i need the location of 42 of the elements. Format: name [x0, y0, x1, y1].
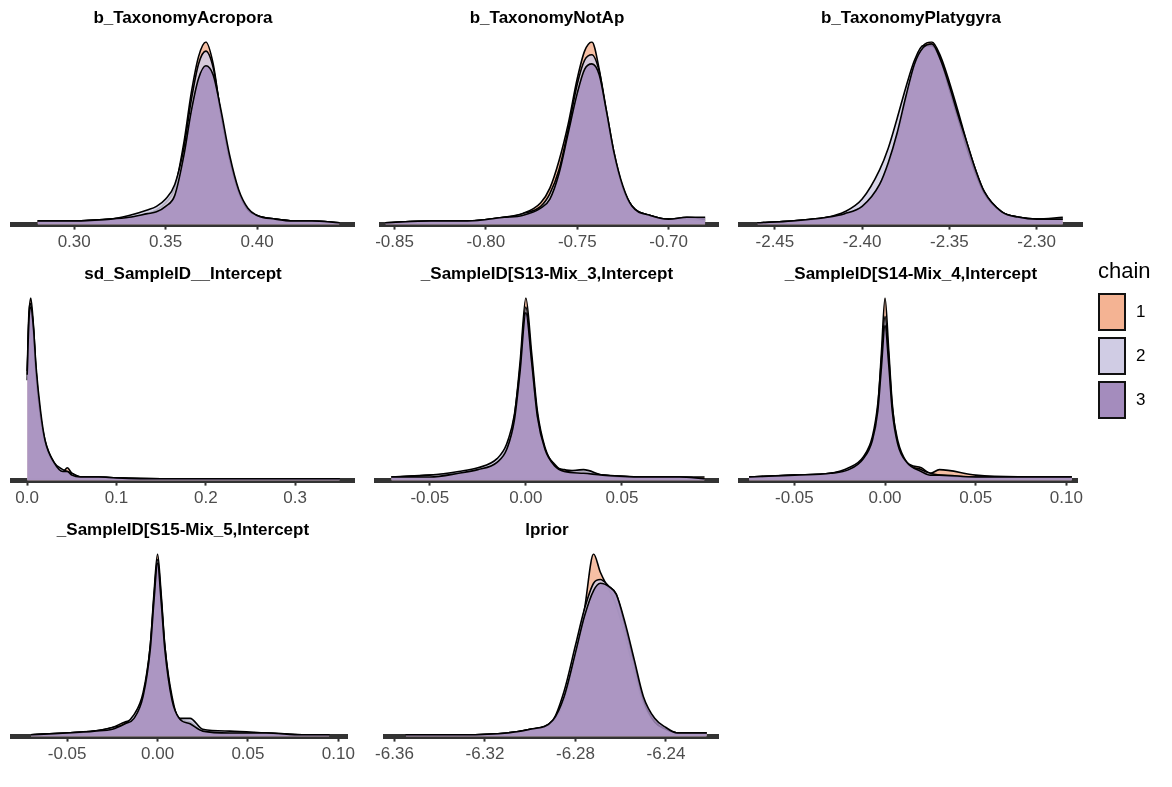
x-tick-label: -0.05 — [47, 744, 87, 764]
x-tick-label: 0.00 — [868, 488, 902, 508]
x-tick-label: 0.05 — [605, 488, 639, 508]
chart-title: _SampleID[S13-Mix_3,Intercept — [420, 264, 674, 285]
legend-label: 3 — [1136, 390, 1146, 410]
x-tick-label: -6.32 — [465, 744, 505, 764]
chart-title: b_TaxonomyAcropora — [93, 8, 273, 29]
x-tick-label: -0.80 — [466, 232, 506, 252]
x-tick-label: 0.35 — [149, 232, 183, 252]
x-tick-label: 0.00 — [509, 488, 543, 508]
x-tick-label: -0.05 — [775, 488, 814, 508]
chart-title: sd_SampleID__Intercept — [84, 264, 282, 285]
x-tick-label: -0.75 — [557, 232, 597, 252]
x-tick-label: -6.36 — [375, 744, 414, 764]
chart-title: _SampleID[S14-Mix_4,Intercept — [784, 264, 1038, 285]
x-tick-label: 0.05 — [959, 488, 993, 508]
x-tick-label: 0.0 — [15, 488, 39, 508]
legend-label: 1 — [1136, 302, 1146, 322]
x-tick-label: -6.28 — [556, 744, 595, 764]
x-tick-label: -2.45 — [755, 232, 795, 252]
x-tick-label: 0.3 — [283, 488, 307, 508]
chart-title: b_TaxonomyPlatygyra — [820, 8, 1002, 29]
x-tick-label: 0.05 — [231, 744, 265, 764]
x-tick-label: -6.24 — [646, 744, 686, 764]
chart-title: _SampleID[S15-Mix_5,Intercept — [56, 520, 310, 541]
x-tick-label: 0.30 — [57, 232, 91, 252]
x-tick-label: -2.40 — [842, 232, 882, 252]
chart-title: b_TaxonomyNotAp — [469, 8, 625, 29]
legend-label: 2 — [1136, 346, 1146, 366]
x-tick-label: -2.35 — [930, 232, 969, 252]
x-tick-label: -0.70 — [649, 232, 689, 252]
x-tick-label: 0.1 — [104, 488, 129, 508]
x-tick-label: 0.40 — [240, 232, 274, 252]
x-tick-label: 0.10 — [321, 744, 355, 764]
x-tick-label: -0.05 — [410, 488, 450, 508]
legend-title: chain — [1098, 258, 1151, 284]
x-tick-label: 0.2 — [193, 488, 218, 508]
x-tick-label: 0.10 — [1049, 488, 1083, 508]
chart-title: lprior — [525, 520, 569, 541]
x-tick-label: -2.30 — [1017, 232, 1057, 252]
x-tick-label: 0.00 — [141, 744, 175, 764]
x-tick-label: -0.85 — [375, 232, 414, 252]
